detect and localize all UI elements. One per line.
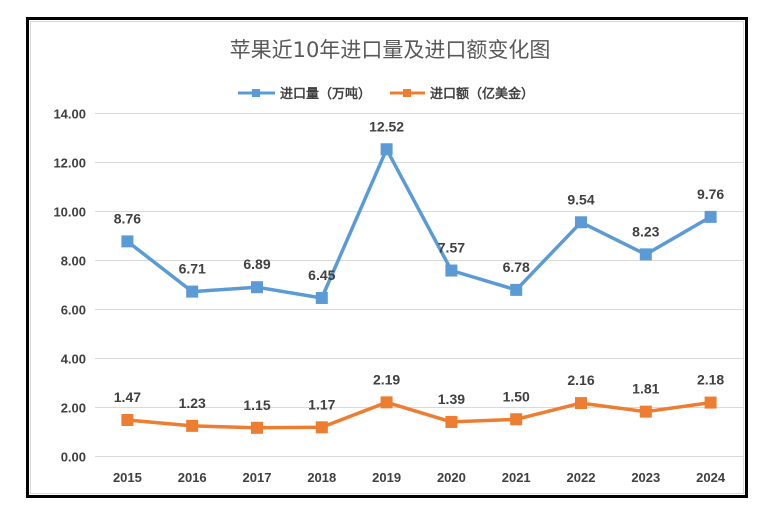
y-axis-ticks: 0.00 2.00 4.00 6.00 8.00 10.00 12.00 14.00 xyxy=(53,107,86,465)
x-tick-label: 2018 xyxy=(307,470,336,485)
legend-label-import-volume: 进口量（万吨） xyxy=(280,86,371,102)
data-label: 2.16 xyxy=(567,372,594,388)
data-label: 6.89 xyxy=(243,256,270,272)
legend: 进口量（万吨） 进口额（亿美金） xyxy=(238,86,534,102)
x-tick-label: 2021 xyxy=(502,470,531,485)
y-tick-label: 0.00 xyxy=(61,450,86,465)
y-tick-label: 12.00 xyxy=(53,156,86,171)
data-point-marker xyxy=(186,285,199,298)
data-point-marker xyxy=(445,264,458,277)
data-label: 1.23 xyxy=(179,395,206,411)
data-label: 8.76 xyxy=(114,210,141,226)
x-tick-label: 2024 xyxy=(696,470,726,485)
legend-item-import-volume[interactable]: 进口量（万吨） xyxy=(238,86,371,102)
data-point-marker xyxy=(704,396,717,409)
series-import-value xyxy=(121,396,717,434)
x-tick-label: 2022 xyxy=(567,470,596,485)
data-point-marker xyxy=(251,281,263,294)
legend-label-import-value: 进口额（亿美金） xyxy=(430,86,534,102)
data-label: 8.23 xyxy=(632,223,659,239)
data-label: 2.18 xyxy=(697,372,724,388)
data-label: 6.45 xyxy=(308,267,335,283)
legend-marker-import-value xyxy=(403,89,411,97)
data-label: 7.57 xyxy=(438,240,465,256)
data-label: 1.47 xyxy=(114,389,141,405)
data-point-marker xyxy=(315,291,328,304)
data-point-marker xyxy=(380,396,393,409)
series-import-volume xyxy=(121,143,717,304)
data-point-marker xyxy=(121,413,134,426)
chart-title: 苹果近10年进口量及进口额变化图 xyxy=(230,38,551,62)
y-tick-label: 2.00 xyxy=(61,401,86,416)
series-line xyxy=(127,400,711,430)
x-tick-label: 2016 xyxy=(178,470,207,485)
x-tick-label: 2020 xyxy=(437,470,466,485)
data-label: 1.50 xyxy=(503,388,530,404)
y-tick-label: 10.00 xyxy=(53,205,86,220)
x-tick-label: 2017 xyxy=(243,470,272,485)
y-tick-label: 8.00 xyxy=(61,254,86,269)
data-point-marker xyxy=(575,216,587,229)
data-label: 2.19 xyxy=(373,371,400,387)
data-point-marker xyxy=(575,397,587,410)
data-label: 9.76 xyxy=(697,186,724,202)
data-labels: 8.76 6.71 6.89 6.45 12.52 7.57 6.78 9.54 8.23 9.7… xyxy=(114,118,725,413)
x-axis-ticks: 2015 2016 2017 2018 2019 2020 2021 2022 2023 2024 xyxy=(113,470,726,485)
data-label: 9.54 xyxy=(567,191,594,207)
legend-marker-import-volume xyxy=(252,89,260,97)
data-label: 1.15 xyxy=(243,397,270,413)
data-label: 6.71 xyxy=(179,261,206,277)
data-point-marker xyxy=(639,248,652,261)
x-tick-label: 2023 xyxy=(631,470,660,485)
data-point-marker xyxy=(704,210,717,223)
data-point-marker xyxy=(251,421,263,434)
data-point-marker xyxy=(121,235,134,248)
data-point-marker xyxy=(510,413,523,426)
data-label: 1.17 xyxy=(308,396,335,412)
data-point-marker xyxy=(445,415,458,428)
series xyxy=(121,143,717,434)
data-point-marker xyxy=(315,421,328,434)
data-point-marker xyxy=(380,143,393,156)
data-point-marker xyxy=(510,283,523,296)
x-tick-label: 2019 xyxy=(372,470,401,485)
legend-item-import-value[interactable]: 进口额（亿美金） xyxy=(390,86,534,102)
chart-area-border xyxy=(30,21,744,494)
data-label: 6.78 xyxy=(503,259,530,275)
data-label: 1.81 xyxy=(632,381,659,397)
data-label: 1.39 xyxy=(438,391,465,407)
y-tick-label: 14.00 xyxy=(53,107,86,122)
x-tick-label: 2015 xyxy=(113,470,142,485)
series-line xyxy=(126,147,712,300)
y-tick-label: 4.00 xyxy=(61,352,86,367)
data-point-marker xyxy=(186,419,199,432)
data-point-marker xyxy=(639,405,652,418)
y-tick-label: 6.00 xyxy=(61,303,86,318)
data-label: 12.52 xyxy=(369,118,404,134)
